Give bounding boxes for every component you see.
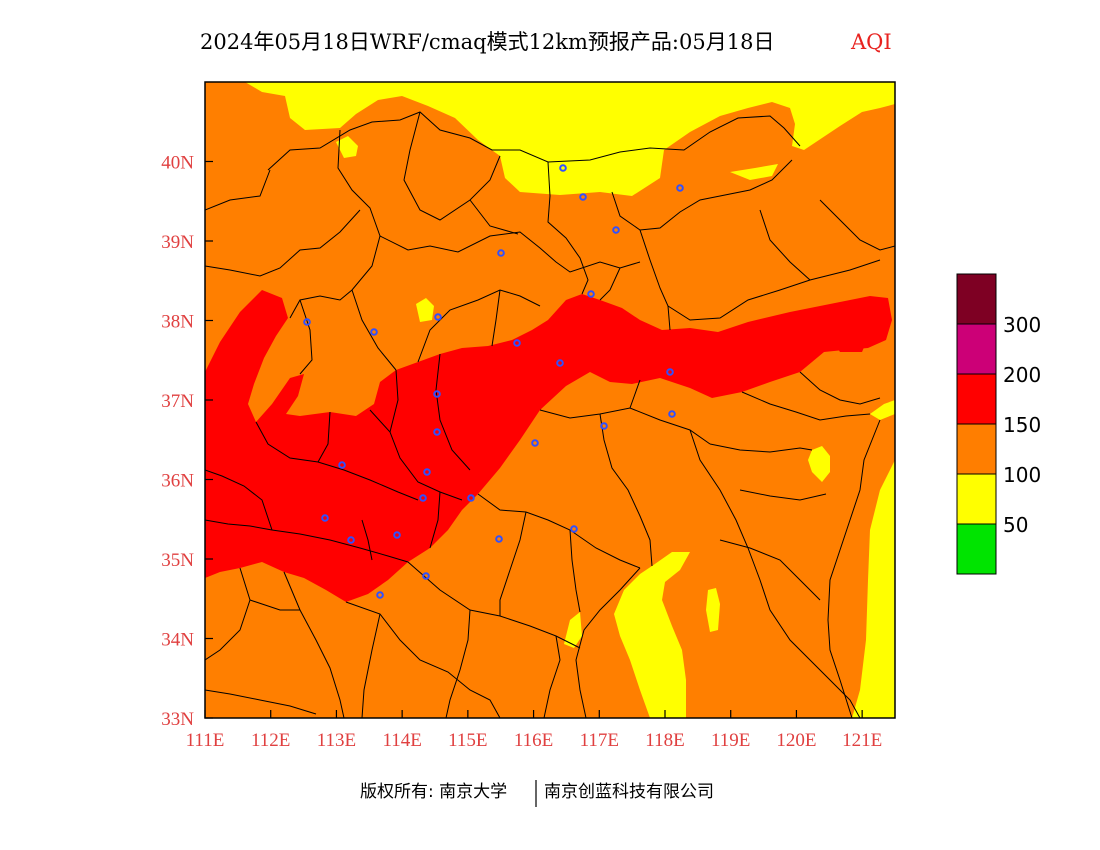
city-marker [495,535,503,543]
city-marker [423,468,431,476]
lon-tick-label: 115E [448,730,487,751]
aqi-yellow-south-small2 [564,612,582,648]
lon-tick-label: 112E [251,730,290,751]
city-marker [347,536,355,544]
city-marker [376,591,384,599]
lat-tick-label: 36N [161,471,194,492]
lon-tick-label: 119E [711,730,750,751]
city-marker [666,368,674,376]
aqi-legend: 50 100 150 200 300 [956,273,1041,575]
aqi-yellow-south-small [706,588,720,632]
copyright-left: 版权所有: 南京大学 [360,782,507,802]
city-marker [303,318,311,326]
legend-swatch [956,423,997,475]
legend-label: 200 [1003,363,1041,387]
lon-tick-label: 120E [776,730,816,751]
longitude-axis: 111E 112E 113E 114E 115E 116E 117E 118E 119E 120E… [186,710,882,751]
city-marker [434,313,442,321]
aqi-yellow-coast2 [870,400,895,420]
legend-swatch [956,523,997,575]
lat-tick-label: 33N [161,709,194,730]
lon-tick-label: 114E [382,730,421,751]
city-marker [570,525,578,533]
lat-tick-label: 35N [161,550,194,571]
city-marker [600,422,608,430]
lon-tick-label: 113E [317,730,356,751]
lat-tick-label: 37N [161,391,194,412]
aqi-yellow-coast [808,446,830,482]
city-marker [556,359,564,367]
city-marker [419,494,427,502]
city-marker [422,572,430,580]
aqi-yellow-southeast [852,460,895,718]
legend-label: 300 [1003,313,1041,337]
city-marker [497,249,505,257]
lon-tick-label: 121E [842,730,882,751]
city-marker [467,494,475,502]
legend-label: 100 [1003,463,1041,487]
city-marker [559,164,567,172]
legend-swatch [956,323,997,375]
lon-tick-label: 117E [580,730,619,751]
city-marker [433,428,441,436]
city-marker [531,439,539,447]
legend-label: 50 [1003,513,1028,537]
city-marker [338,461,346,469]
city-marker [676,184,684,192]
city-markers [303,164,684,599]
aqi-yellow-center-spot [416,298,434,322]
lon-tick-label: 111E [186,730,225,751]
aqi-yellow-east-strip [730,164,778,180]
legend-label: 150 [1003,413,1041,437]
lat-tick-label: 38N [161,312,194,333]
legend-swatch [956,273,997,325]
aqi-yellow-north [245,82,895,196]
map-area [205,82,895,718]
lat-tick-label: 39N [161,232,194,253]
aqi-red-main-band [205,290,892,602]
aqi-yellow-south-center [614,552,690,718]
lat-tick-label: 34N [161,630,194,651]
map-variable-label: AQI [850,30,892,54]
city-marker [587,290,595,298]
city-marker [370,328,378,336]
latitude-axis: 40N 39N 38N 37N 36N 35N 34N 33N [161,153,213,730]
aqi-yellow-north-spot [336,136,358,158]
lat-tick-label: 40N [161,153,194,174]
copyright-right: 南京创蓝科技有限公司 [544,782,714,802]
legend-swatch [956,373,997,425]
city-marker [612,226,620,234]
aqi-red-east-blob [832,334,868,352]
city-marker [513,339,521,347]
lon-tick-label: 118E [645,730,684,751]
lon-tick-label: 116E [514,730,553,751]
admin-boundaries [205,111,895,718]
city-marker [668,410,676,418]
city-marker [321,514,329,522]
city-marker [393,531,401,539]
city-marker [433,390,441,398]
city-marker [579,193,587,201]
map-title: 2024年05月18日WRF/cmaq模式12km预报产品:05月18日 [200,30,774,54]
legend-swatch [956,473,997,525]
